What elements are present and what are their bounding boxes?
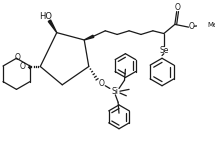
Text: O: O bbox=[188, 22, 194, 31]
Text: Se: Se bbox=[159, 46, 169, 55]
Text: O: O bbox=[99, 79, 104, 88]
Text: O: O bbox=[20, 62, 26, 71]
Text: HO: HO bbox=[39, 12, 52, 21]
Text: Si: Si bbox=[112, 87, 119, 96]
Polygon shape bbox=[84, 35, 94, 40]
Text: Me: Me bbox=[207, 22, 215, 28]
Text: O: O bbox=[14, 53, 20, 62]
Polygon shape bbox=[48, 20, 57, 33]
Text: O: O bbox=[175, 3, 181, 12]
